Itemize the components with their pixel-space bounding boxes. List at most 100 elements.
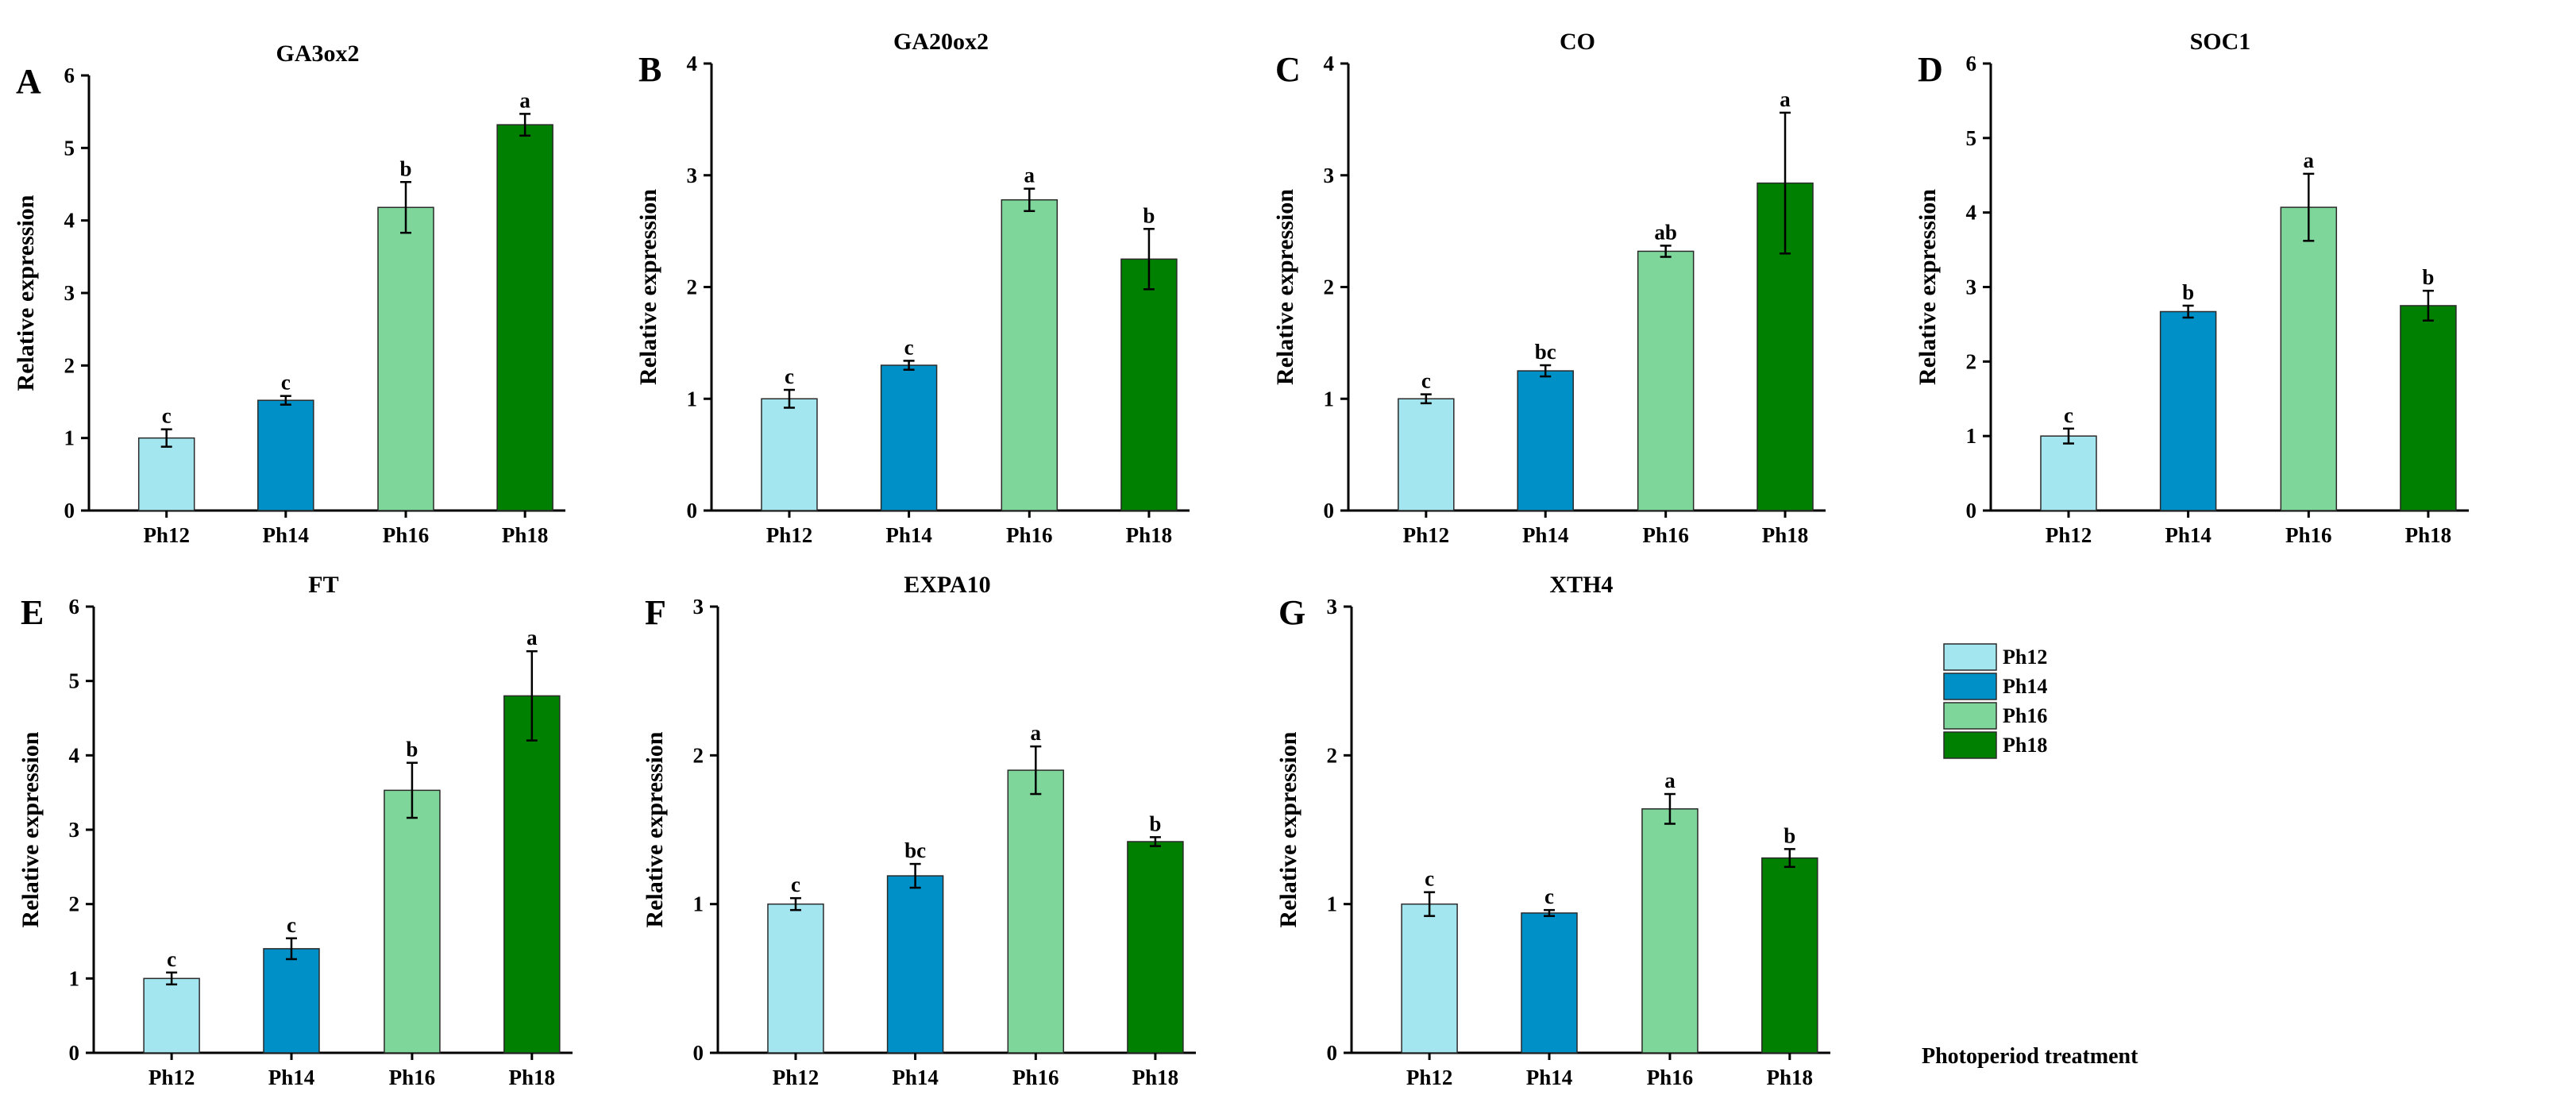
y-tick-label: 0 [1966,499,1977,522]
panel-title: XTH4 [1549,572,1613,598]
bar-ph18 [496,124,553,511]
bar-ph16 [1001,198,1059,511]
x-tick-label: Ph16 [389,1066,436,1089]
chart-panel-f: F EXPA10 0 1 2 3 Relative expression c Ph12 bc Ph1… [642,572,1196,1089]
x-tick-label: Ph18 [1767,1066,1814,1089]
y-tick-label: 0 [693,1041,704,1065]
significance-label: b [2422,265,2434,289]
chart-panel-b: B GA20ox2 0 1 2 3 4 Relative expression c Ph12 c Ph… [635,29,1190,547]
y-tick-label: 2 [69,892,80,916]
bar-ph16 [1007,769,1065,1054]
y-tick-label: 2 [1327,743,1338,767]
x-tick-label: Ph14 [1522,523,1569,547]
bar-ph12 [137,437,195,511]
bar-ph18 [1120,258,1178,511]
y-tick-label: 3 [69,818,80,842]
x-tick-label: Ph12 [148,1066,195,1089]
y-axis-label: Relative expression [1915,189,1941,385]
panel-letter: E [21,593,44,632]
significance-label: b [406,738,418,761]
significance-label: a [1031,721,1042,745]
panel-letter: D [1918,50,1943,89]
significance-label: ab [1654,220,1677,244]
x-tick-label: Ph14 [263,523,310,547]
legend: Ph12 Ph14 Ph16 Ph18 [1943,643,2047,759]
significance-label: b [1784,823,1795,847]
significance-label: b [1149,811,1161,835]
y-tick-label: 1 [1324,387,1335,410]
x-tick-label: Ph16 [1006,523,1053,547]
significance-label: b [2182,280,2194,304]
legend-swatch-ph18 [1943,731,1997,759]
panel-title: SOC1 [2190,29,2251,55]
y-tick-label: 0 [1324,499,1335,522]
significance-label: c [785,364,794,388]
y-tick-label: 5 [64,136,75,160]
y-axis-label: Relative expression [17,731,44,927]
legend-label: Ph16 [2003,704,2047,727]
y-tick-label: 1 [687,387,698,410]
bar-ph16 [384,789,441,1054]
x-tick-label: Ph14 [885,523,932,547]
bar-ph14 [257,399,314,511]
panel-letter: B [638,50,661,89]
significance-label: c [1544,885,1554,908]
x-tick-label: Ph18 [1132,1066,1179,1089]
significance-label: c [791,873,800,896]
significance-label: c [1425,867,1434,891]
y-tick-label: 2 [1324,276,1335,299]
y-tick-label: 1 [64,426,75,450]
y-tick-label: 4 [687,52,698,75]
y-axis-label: Relative expression [642,731,668,927]
panel-title: EXPA10 [904,572,990,598]
bar-ph18 [1127,841,1184,1054]
y-tick-label: 3 [1966,276,1977,299]
x-tick-label: Ph12 [1403,523,1450,547]
chart-panel-e: E FT 0 1 2 3 4 5 6 Relative expression c Ph12 c Ph14 b… [17,572,573,1089]
chart-panel-d: D SOC1 0 1 2 3 4 5 6 Relative expression c Ph12 b Ph1… [1915,29,2469,547]
y-tick-label: 0 [687,499,698,522]
x-tick-label: Ph14 [1526,1066,1573,1089]
y-axis-label: Relative expression [635,189,661,385]
bar-ph14 [880,364,938,511]
x-tick-label: Ph12 [2046,523,2092,547]
legend-swatch-ph14 [1943,673,1997,700]
bar-ph16 [377,206,434,511]
y-tick-label: 3 [1327,595,1338,619]
x-tick-label: Ph14 [268,1066,315,1089]
chart-panel-g: G XTH4 0 1 2 3 Relative expression c Ph12 c Ph14 a P… [1275,572,1830,1089]
bar-ph12 [767,903,824,1054]
bar-ph14 [2159,310,2217,511]
significance-label: c [2064,403,2073,427]
significance-label: b [1143,203,1155,227]
significance-label: c [904,335,914,359]
y-tick-label: 0 [1327,1041,1338,1065]
chart-panel-a: A GA3ox2 0 1 2 3 4 5 6 Relative expression c Ph12 c P… [13,40,565,547]
bar-ph14 [886,875,944,1054]
y-tick-label: 0 [69,1041,80,1065]
x-tick-label: Ph16 [1647,1066,1694,1089]
x-tick-label: Ph14 [892,1066,939,1089]
y-tick-label: 5 [69,669,80,693]
x-tick-label: Ph18 [1762,523,1809,547]
legend-label: Ph12 [2003,646,2047,669]
y-tick-label: 2 [693,743,704,767]
y-tick-label: 3 [64,281,75,305]
bar-ph16 [2280,206,2338,511]
panel-letter: A [16,62,41,101]
x-tick-label: Ph12 [143,523,190,547]
bar-ph12 [1398,398,1455,511]
significance-label: a [2304,148,2315,172]
y-tick-label: 3 [693,595,704,619]
x-tick-label: Ph16 [2285,523,2332,547]
y-tick-label: 5 [1966,126,1977,150]
x-tick-label: Ph16 [383,523,430,547]
significance-label: c [1421,369,1431,393]
x-tick-label: Ph18 [1126,523,1173,547]
bar-ph12 [1401,903,1458,1054]
x-tick-label: Ph16 [1642,523,1689,547]
x-tick-label: Ph18 [509,1066,556,1089]
bar-ph14 [1521,912,1578,1054]
significance-label: b [400,156,412,180]
